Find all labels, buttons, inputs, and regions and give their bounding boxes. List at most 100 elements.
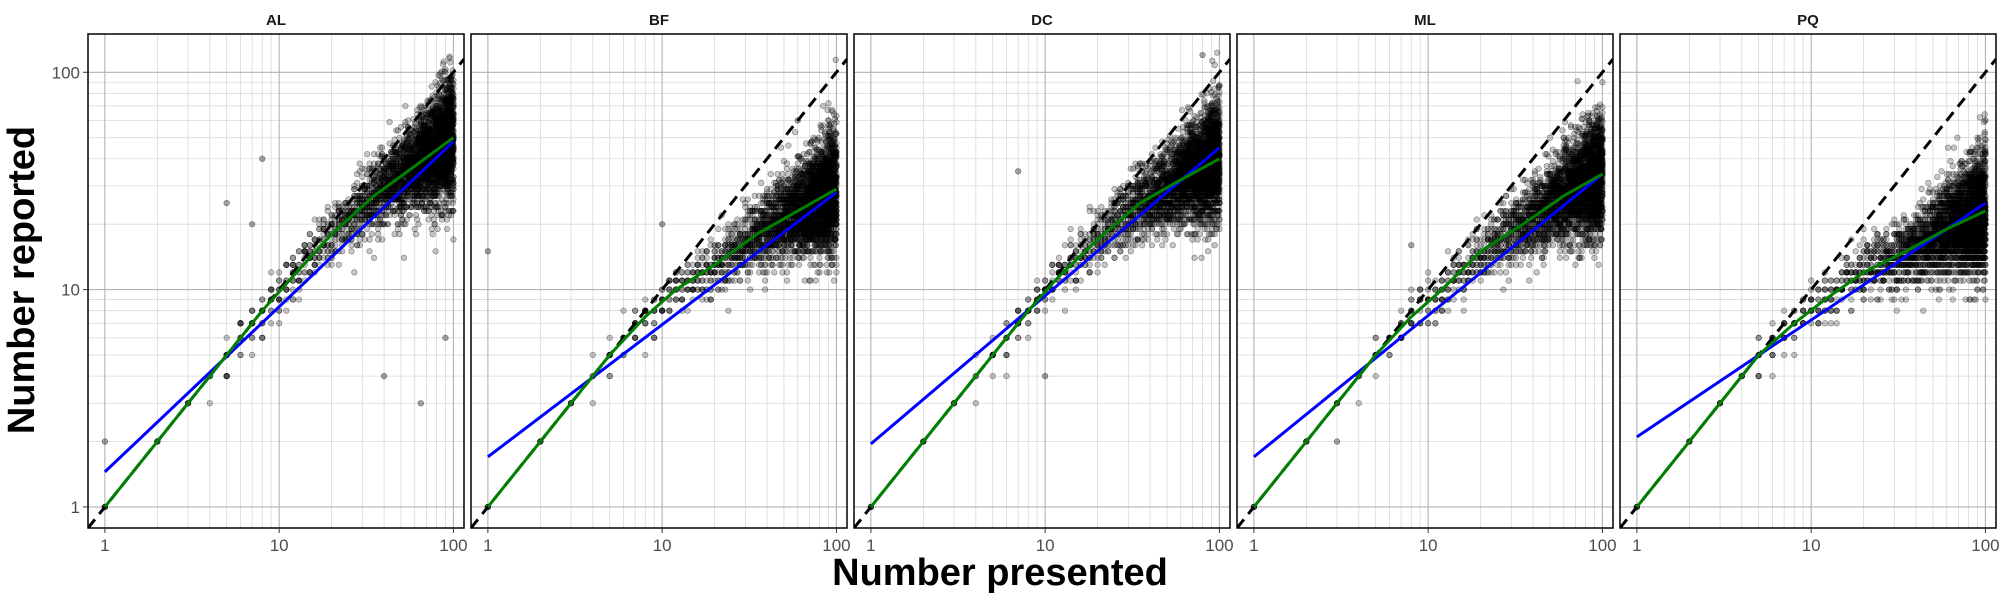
data-point: [316, 254, 323, 261]
data-point: [368, 203, 375, 211]
data-point: [368, 179, 375, 186]
data-point: [348, 203, 355, 211]
data-point: [342, 212, 349, 219]
data-point: [684, 286, 691, 293]
data-point: [370, 151, 378, 158]
data-point: [276, 296, 283, 303]
data-point: [332, 200, 339, 207]
data-point: [375, 163, 382, 170]
data-point: [364, 151, 371, 158]
data-point: [397, 168, 405, 175]
data-point: [366, 203, 373, 211]
data-point: [642, 320, 649, 327]
data-point: [386, 118, 393, 126]
data-point: [375, 236, 382, 243]
data-point: [366, 165, 373, 172]
data-point: [373, 196, 380, 203]
data-point: [348, 207, 355, 215]
data-point: [405, 117, 412, 124]
data-point: [432, 248, 439, 255]
data-point: [373, 182, 380, 190]
data-point: [356, 212, 363, 219]
data-point: [348, 207, 355, 215]
data-point: [356, 196, 363, 203]
data-point: [364, 212, 371, 219]
data-point: [276, 269, 283, 276]
data-point: [379, 192, 386, 199]
data-point: [377, 182, 384, 190]
data-point: [373, 196, 380, 203]
data-point: [370, 179, 378, 186]
data-point: [767, 170, 774, 178]
data-point: [353, 196, 361, 203]
data-point: [379, 221, 386, 228]
data-point: [223, 372, 230, 380]
data-point: [373, 176, 380, 183]
data-point: [356, 196, 363, 203]
data-point: [366, 212, 373, 219]
data-point: [684, 269, 691, 276]
data-point: [377, 179, 384, 186]
data-point: [316, 225, 323, 233]
data-point: [361, 186, 368, 193]
data-point: [375, 160, 382, 167]
data-point: [328, 261, 335, 268]
data-point: [301, 242, 308, 249]
data-point: [249, 221, 256, 228]
data-point: [316, 254, 323, 261]
data-point: [370, 176, 378, 183]
data-point: [301, 248, 308, 255]
data-point: [450, 207, 457, 215]
data-point: [620, 307, 627, 314]
data-point: [356, 216, 363, 223]
data-point: [450, 179, 457, 186]
data-point: [368, 231, 375, 238]
data-point: [348, 225, 355, 233]
data-point: [415, 221, 422, 228]
data-point: [268, 286, 275, 293]
data-point: [412, 231, 420, 238]
data-point: [356, 192, 363, 199]
data-point: [353, 192, 361, 199]
data-point: [249, 334, 256, 341]
data-point: [328, 248, 335, 255]
data-point: [373, 196, 380, 203]
data-point: [684, 307, 691, 314]
data-point: [366, 182, 373, 190]
data-point: [361, 186, 368, 193]
facet-panel-bf: BF1 10 100: [470, 12, 851, 555]
data-point: [366, 207, 373, 215]
data-point: [747, 269, 754, 276]
data-point: [795, 261, 803, 268]
data-point: [237, 351, 244, 359]
data-point: [324, 242, 331, 249]
data-point: [283, 261, 290, 268]
data-point: [356, 221, 363, 228]
data-point: [792, 129, 799, 136]
data-point: [301, 248, 308, 255]
data-point: [373, 173, 380, 181]
data-point: [384, 221, 391, 228]
data-point: [356, 216, 363, 223]
data-point: [375, 216, 382, 223]
data-point: [589, 351, 596, 359]
data-point: [651, 334, 658, 341]
data-point: [324, 242, 331, 249]
data-point: [450, 153, 457, 160]
data-point: [364, 225, 371, 233]
data-point: [301, 269, 308, 276]
data-point: [361, 192, 368, 199]
data-point: [301, 248, 308, 255]
data-point: [368, 221, 375, 228]
data-point: [348, 225, 355, 233]
data-point: [373, 186, 380, 193]
data-point: [223, 334, 230, 341]
data-point: [779, 170, 786, 178]
data-point: [379, 151, 386, 158]
data-point: [342, 203, 349, 211]
data-point: [289, 296, 297, 303]
data-point: [763, 269, 771, 276]
data-point: [375, 221, 382, 228]
data-point: [373, 200, 380, 207]
data-point: [353, 216, 361, 223]
